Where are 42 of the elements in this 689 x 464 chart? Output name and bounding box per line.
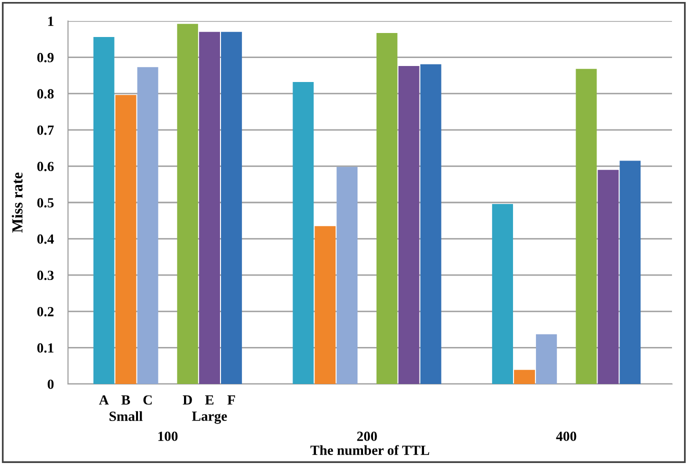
y-tick-label: 0.4 <box>37 234 54 244</box>
bar <box>137 67 158 384</box>
bar <box>314 226 336 384</box>
series-label: D <box>182 395 192 405</box>
y-tick-label: 0 <box>48 380 54 389</box>
x-tick-label: 200 <box>357 432 377 441</box>
y-tick-label: 1 <box>48 16 54 26</box>
bar <box>199 32 220 384</box>
series-label: E <box>205 395 214 405</box>
bar <box>514 370 535 384</box>
bar <box>598 170 619 384</box>
text: Large <box>192 412 227 424</box>
x-tick-label: 100 <box>158 432 178 441</box>
x-tick-label: 400 <box>556 432 576 441</box>
y-axis-title: Miss rate <box>12 172 23 233</box>
x-axis-title: The number of TTL <box>310 445 430 456</box>
bar <box>177 24 198 384</box>
series-label: F <box>227 395 236 405</box>
bar <box>220 32 242 384</box>
y-tick-label: 0.3 <box>37 270 54 280</box>
y-tick-label: 0.6 <box>37 162 54 172</box>
y-tick-label: 0.1 <box>37 343 54 353</box>
series-label: B <box>121 395 130 405</box>
bar <box>620 160 641 384</box>
text: Small <box>110 411 143 421</box>
y-tick-label: 0.2 <box>37 306 54 316</box>
bar <box>492 204 514 384</box>
bar <box>336 166 358 384</box>
y-tick-label: 0.9 <box>37 52 54 62</box>
bar <box>536 334 557 384</box>
bar <box>398 66 420 384</box>
series-label: A <box>99 395 109 405</box>
bar <box>93 36 114 384</box>
y-tick-label: 0.5 <box>37 198 54 208</box>
bar <box>115 95 136 384</box>
y-tick-label: 0.8 <box>37 89 54 99</box>
series-label: C <box>143 395 152 405</box>
bar <box>292 82 314 384</box>
bar <box>576 68 597 384</box>
bar <box>420 64 442 384</box>
y-tick-label: 0.7 <box>37 125 54 135</box>
bar <box>376 32 398 384</box>
